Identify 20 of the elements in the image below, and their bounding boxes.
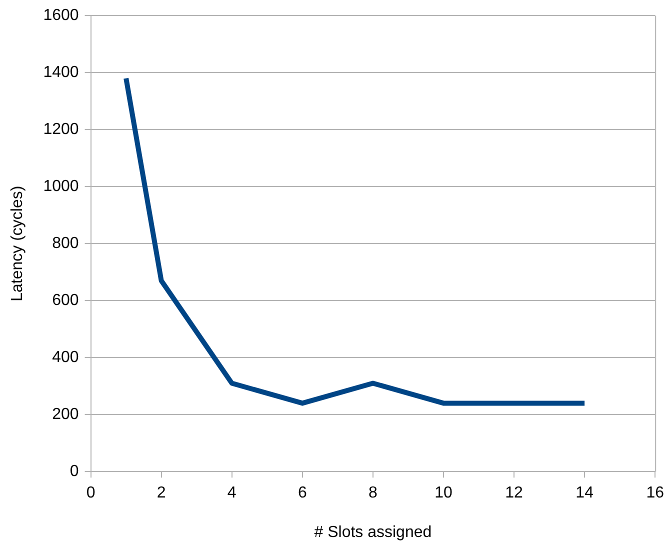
y-tick-label: 200 (52, 406, 79, 424)
x-tick-label: 0 (86, 484, 96, 502)
y-tick-label: 1400 (43, 64, 79, 82)
x-tick-label: 10 (434, 484, 452, 502)
x-tick-label: 6 (298, 484, 307, 502)
x-tick-label: 2 (156, 484, 166, 502)
x-tick-label: 16 (646, 484, 664, 502)
y-tick-label: 600 (52, 292, 79, 310)
x-tick-label: 8 (368, 484, 378, 502)
y-tick-label: 0 (70, 463, 79, 480)
y-tick-label: 1000 (43, 178, 79, 196)
x-tick-label: 4 (227, 484, 236, 502)
x-tick-label: 12 (505, 484, 524, 502)
y-tick-label: 800 (52, 235, 79, 252)
x-tick-label: 14 (576, 484, 594, 502)
y-tick-label: 1200 (43, 121, 79, 138)
y-axis-title: Latency (cycles) (9, 186, 26, 302)
y-tick-label: 1600 (43, 7, 79, 24)
x-axis-title: # Slots assigned (314, 524, 432, 541)
y-tick-label: 400 (52, 349, 79, 366)
